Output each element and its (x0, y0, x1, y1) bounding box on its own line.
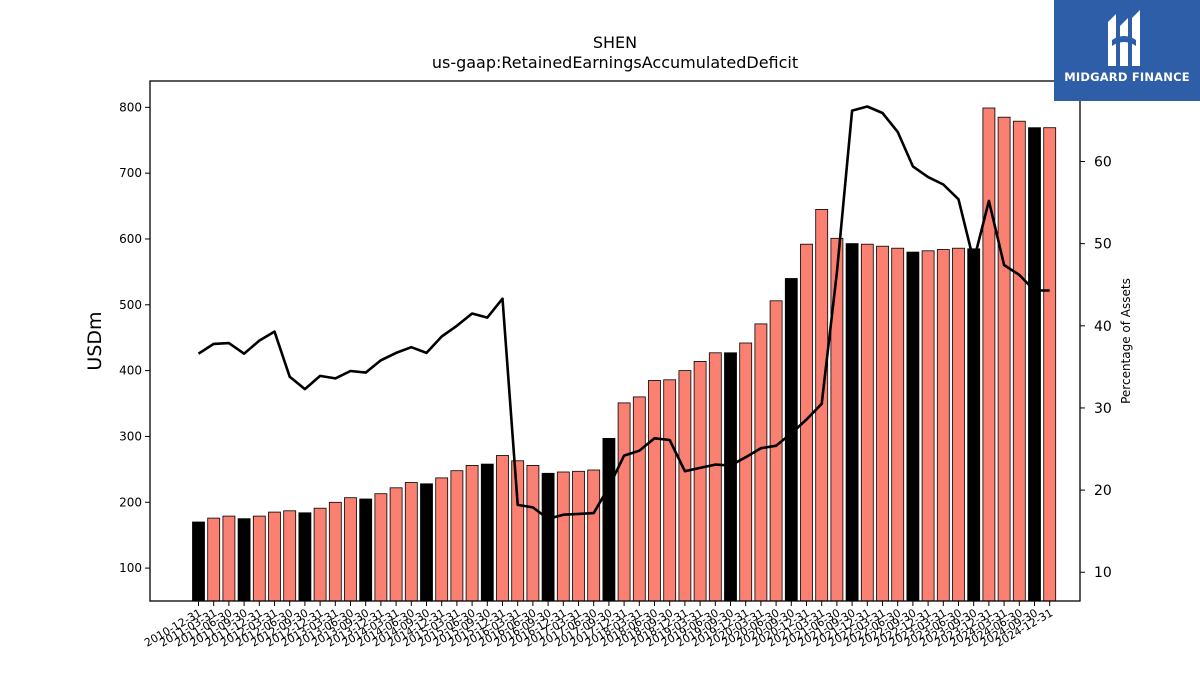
bar (936, 249, 950, 602)
y-tick-label: 800 (119, 100, 142, 114)
bar (374, 493, 388, 602)
y-tick-label: 500 (119, 298, 142, 312)
y2-tick-label: 20 (1094, 483, 1112, 499)
midgard-logo-icon (1108, 10, 1140, 66)
bar (359, 498, 373, 602)
bar (450, 470, 464, 602)
bar (891, 247, 905, 602)
bar (617, 402, 631, 602)
bar (739, 342, 753, 602)
bar (252, 515, 266, 602)
bar (845, 243, 859, 602)
bar (769, 300, 783, 602)
line-series (197, 105, 1050, 521)
bar (860, 243, 874, 602)
y2-tick-label: 30 (1094, 401, 1112, 417)
x-axis: 2010-12-312011-03-312011-06-302011-09-30… (142, 601, 1055, 650)
y-tick-label: 300 (119, 429, 142, 443)
y-axis-right: 10 20 30 40 50 60 (1080, 155, 1112, 581)
y2-tick-label: 60 (1094, 155, 1112, 171)
chart-title: SHEN (593, 33, 637, 52)
bar (420, 483, 433, 602)
bar (648, 380, 661, 602)
bar (982, 107, 996, 602)
bar (404, 482, 418, 602)
bar (693, 360, 707, 602)
bar (952, 247, 965, 602)
bar (708, 352, 722, 602)
bar (283, 510, 297, 602)
y2-tick-label: 50 (1094, 237, 1112, 253)
bar (906, 251, 920, 602)
bar (313, 507, 327, 602)
bar-series (192, 107, 1057, 602)
bar (465, 464, 479, 602)
bar (830, 237, 844, 602)
plot-frame (149, 80, 1081, 602)
bar (1028, 127, 1041, 602)
bar (268, 511, 281, 602)
bar (480, 463, 494, 602)
bar (876, 245, 889, 602)
bar (784, 278, 798, 602)
y2-axis-label: Percentage of Assets (1119, 278, 1133, 404)
bar (663, 379, 677, 602)
brand-logo: MIDGARD FINANCE (1054, 0, 1200, 101)
chart-subtitle: us-gaap:RetainedEarningsAccumulatedDefic… (432, 53, 798, 72)
bar (632, 396, 646, 602)
y2-tick-label: 10 (1094, 565, 1112, 581)
y-tick-label: 400 (119, 364, 142, 378)
line-percentage-of-assets (197, 105, 1050, 521)
bar (298, 512, 312, 602)
bar (328, 501, 342, 602)
bar (511, 460, 525, 602)
y-tick-label: 700 (119, 166, 142, 180)
bar (1012, 120, 1026, 602)
bar (572, 470, 585, 602)
bar (921, 250, 935, 602)
bar (237, 518, 251, 602)
y-tick-label: 200 (119, 495, 142, 509)
y-tick-label: 100 (119, 561, 142, 575)
y-axis-label: USDm (84, 311, 106, 370)
bar (192, 521, 205, 602)
bar (602, 437, 616, 602)
bar (344, 497, 357, 602)
bar (967, 248, 981, 602)
y-axis-left: 100 200 300 400 500 600 700 800 (119, 100, 150, 575)
bar (389, 487, 403, 602)
bar (724, 352, 737, 602)
bar (754, 323, 768, 602)
bar (1043, 127, 1057, 602)
bar (496, 455, 509, 602)
bar (526, 464, 540, 602)
bar (556, 471, 570, 602)
bar (541, 472, 555, 602)
bar (678, 370, 692, 602)
y2-tick-label: 40 (1094, 319, 1112, 335)
bar (997, 116, 1011, 602)
bar (587, 469, 601, 602)
y-tick-label: 600 (119, 232, 142, 246)
bar (435, 477, 449, 602)
bar (207, 517, 221, 602)
brand-name: MIDGARD FINANCE (1064, 70, 1190, 84)
bar (222, 515, 236, 602)
